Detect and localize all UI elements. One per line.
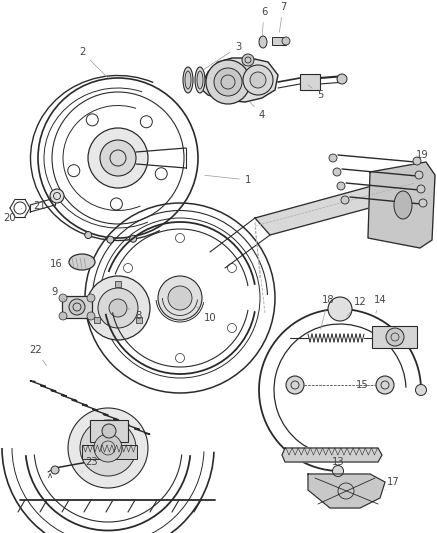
Circle shape <box>243 65 273 95</box>
Circle shape <box>87 312 95 320</box>
Bar <box>372 326 417 348</box>
Polygon shape <box>255 175 428 235</box>
Text: 1: 1 <box>205 175 251 185</box>
Bar <box>272 37 286 45</box>
Ellipse shape <box>197 71 203 89</box>
Bar <box>82 445 137 459</box>
Text: 20: 20 <box>3 208 22 223</box>
Circle shape <box>69 299 85 315</box>
Circle shape <box>416 384 427 395</box>
Circle shape <box>94 434 122 462</box>
Circle shape <box>168 286 192 310</box>
Circle shape <box>85 231 92 239</box>
Circle shape <box>59 294 67 302</box>
Text: 13: 13 <box>332 452 344 467</box>
Text: 23: 23 <box>82 457 98 472</box>
Circle shape <box>415 171 423 179</box>
Circle shape <box>86 276 150 340</box>
Text: 16: 16 <box>50 259 70 269</box>
Circle shape <box>337 74 347 84</box>
Text: 15: 15 <box>356 380 376 390</box>
Circle shape <box>51 466 59 474</box>
Circle shape <box>341 196 349 204</box>
Text: 2: 2 <box>79 47 108 78</box>
Circle shape <box>419 199 427 207</box>
Text: 4: 4 <box>250 102 265 120</box>
Ellipse shape <box>195 67 205 93</box>
Circle shape <box>102 424 116 438</box>
Polygon shape <box>200 58 278 102</box>
Circle shape <box>333 465 343 477</box>
Ellipse shape <box>185 71 191 89</box>
Ellipse shape <box>183 67 193 93</box>
Circle shape <box>242 54 254 66</box>
Circle shape <box>98 288 138 328</box>
Circle shape <box>130 235 137 243</box>
Circle shape <box>413 157 421 165</box>
Circle shape <box>206 60 250 104</box>
Text: 18: 18 <box>321 295 334 329</box>
Polygon shape <box>368 162 435 248</box>
Circle shape <box>337 182 345 190</box>
Bar <box>90 420 128 442</box>
Circle shape <box>333 303 343 314</box>
Circle shape <box>80 420 136 476</box>
Text: 6: 6 <box>261 7 267 35</box>
Circle shape <box>250 72 266 88</box>
Ellipse shape <box>394 191 412 219</box>
Circle shape <box>88 128 148 188</box>
Text: 9: 9 <box>52 287 65 300</box>
Text: 5: 5 <box>308 85 323 100</box>
Bar <box>62 296 92 318</box>
Circle shape <box>158 276 202 320</box>
Circle shape <box>100 140 136 176</box>
Circle shape <box>329 154 337 162</box>
Circle shape <box>50 189 64 203</box>
Text: 10: 10 <box>197 307 216 323</box>
Circle shape <box>214 68 242 96</box>
Circle shape <box>286 376 304 394</box>
Ellipse shape <box>69 254 95 270</box>
Ellipse shape <box>259 36 267 48</box>
Text: 3: 3 <box>202 42 241 70</box>
Text: 21: 21 <box>34 197 52 211</box>
Circle shape <box>68 408 148 488</box>
Circle shape <box>386 328 404 346</box>
Text: 22: 22 <box>30 345 46 366</box>
Text: 12: 12 <box>347 297 366 316</box>
Circle shape <box>87 294 95 302</box>
Text: 19: 19 <box>411 150 428 166</box>
Polygon shape <box>282 448 382 462</box>
Circle shape <box>282 37 290 45</box>
Circle shape <box>376 376 394 394</box>
Bar <box>300 74 320 90</box>
Polygon shape <box>308 474 385 508</box>
Text: 7: 7 <box>279 2 286 33</box>
Text: 14: 14 <box>374 295 386 313</box>
Circle shape <box>328 297 352 321</box>
Bar <box>94 317 100 323</box>
Circle shape <box>109 299 127 317</box>
Text: 8: 8 <box>128 308 141 321</box>
Circle shape <box>59 312 67 320</box>
Text: $\wedge$: $\wedge$ <box>46 472 53 481</box>
Circle shape <box>333 168 341 176</box>
Bar <box>115 281 121 287</box>
Bar <box>136 317 142 323</box>
Text: 17: 17 <box>385 477 399 490</box>
Circle shape <box>107 236 114 243</box>
Circle shape <box>417 185 425 193</box>
